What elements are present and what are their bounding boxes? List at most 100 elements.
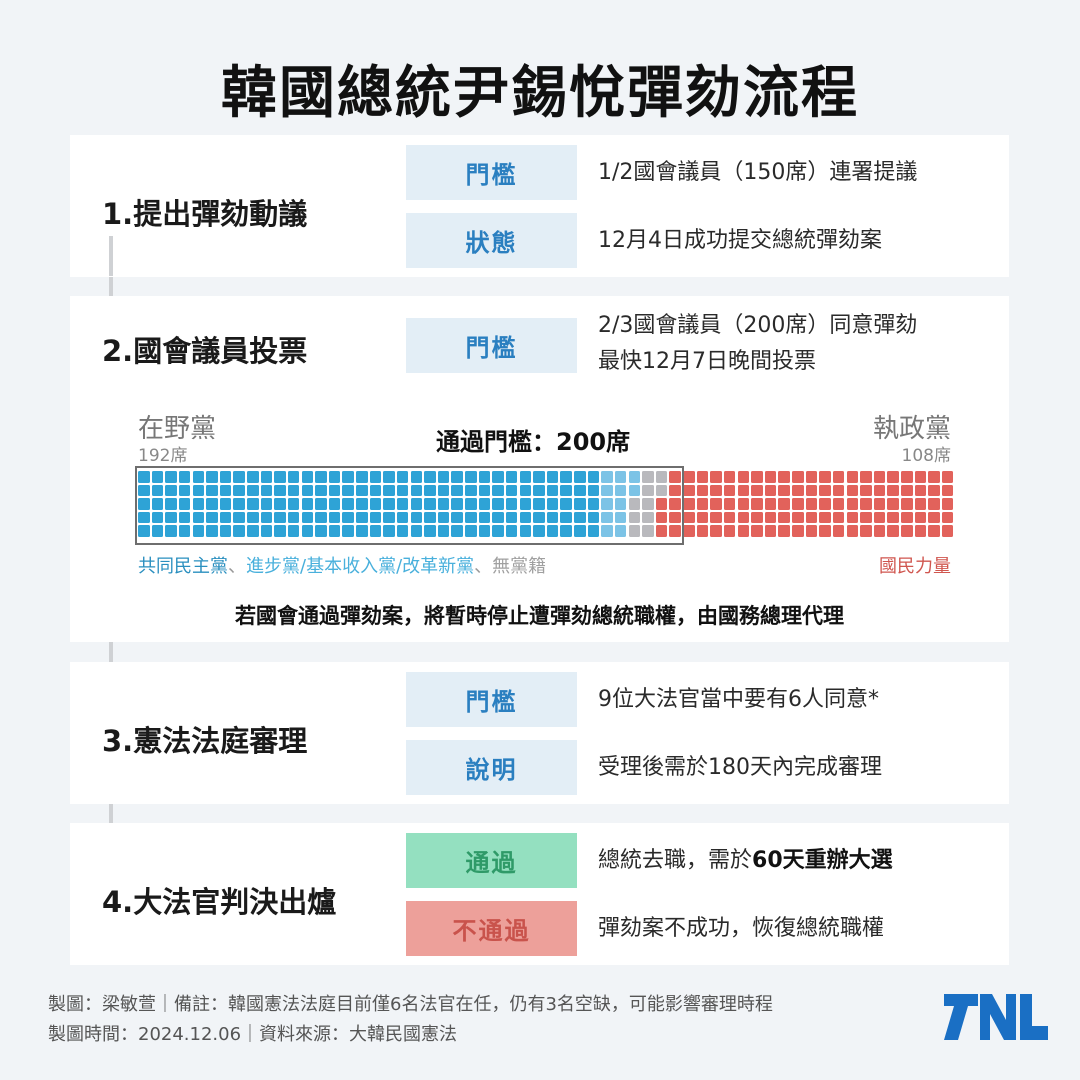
- seat-cell: [138, 511, 150, 524]
- seat-cell: [778, 511, 790, 524]
- seat-cell: [151, 511, 164, 524]
- seat-cell: [233, 498, 245, 510]
- seat-cell: [873, 525, 886, 537]
- seat-cell: [723, 511, 736, 524]
- seat-cell: [151, 498, 164, 510]
- seat-cell: [764, 511, 777, 524]
- seat-cell: [424, 511, 436, 524]
- step-desc-line2: 最快12月7日晚間投票: [598, 349, 816, 374]
- seat-cell: [628, 525, 640, 537]
- seat-cell: [328, 498, 341, 510]
- seat-cell: [928, 511, 940, 524]
- impeachment-note: 若國會通過彈劾案，將暫時停止遭彈劾總統職權，由國務總理代理: [235, 604, 844, 628]
- seat-cell: [533, 484, 545, 497]
- seat-cell: [628, 484, 640, 497]
- seat-cell: [260, 471, 273, 483]
- seat-cell: [941, 471, 954, 483]
- seat-cell: [655, 471, 668, 483]
- seat-cell: [342, 484, 354, 497]
- pass-desc: 總統去職，需於: [598, 848, 753, 873]
- seat-cell: [396, 484, 409, 497]
- seat-cell: [206, 498, 218, 510]
- step-4-panel: 4.大法官判決出爐 通過 總統去職，需於60天重辦大選 不通過 彈劾案不成功，恢…: [70, 823, 1009, 965]
- seat-cell: [710, 511, 722, 524]
- seat-cell: [465, 498, 477, 510]
- seat-cell: [819, 498, 831, 510]
- threshold-tag: 門檻: [406, 145, 577, 200]
- seat-cell: [533, 471, 545, 483]
- seat-cell: [178, 525, 191, 537]
- seat-cell: [247, 511, 259, 524]
- seat-cell: [274, 511, 286, 524]
- seat-cell: [287, 498, 300, 510]
- seat-cell: [669, 484, 681, 497]
- seat-cell: [519, 525, 531, 537]
- seat-cell: [519, 511, 531, 524]
- seat-cell: [465, 525, 477, 537]
- seat-cell: [846, 471, 858, 483]
- seat-cell: [560, 484, 572, 497]
- seat-cell: [805, 471, 818, 483]
- seat-cell: [832, 525, 845, 537]
- seat-cell: [873, 471, 886, 483]
- seat-cell: [873, 498, 886, 510]
- seat-cell: [587, 511, 600, 524]
- seat-cell: [151, 471, 164, 483]
- seat-cell: [356, 498, 368, 510]
- seat-cell: [792, 484, 804, 497]
- seat-cell: [901, 471, 913, 483]
- seat-cell: [178, 511, 191, 524]
- seat-cell: [764, 484, 777, 497]
- seat-cell: [901, 525, 913, 537]
- seat-cell: [533, 525, 545, 537]
- seat-cell: [587, 525, 600, 537]
- seat-cell: [260, 511, 273, 524]
- seat-cell: [151, 484, 164, 497]
- seat-cell: [369, 525, 382, 537]
- seat-cell: [478, 471, 491, 483]
- seat-cell: [451, 498, 463, 510]
- seat-cell: [505, 484, 518, 497]
- seat-cell: [737, 484, 749, 497]
- legend-sep: 、: [474, 556, 493, 577]
- seat-cell: [764, 471, 777, 483]
- page-title: 韓國總統尹錫悅彈劾流程: [221, 61, 859, 126]
- seat-cell: [451, 484, 463, 497]
- seat-cell: [424, 498, 436, 510]
- seat-cell: [437, 511, 450, 524]
- seat-cell: [451, 511, 463, 524]
- seat-cell: [396, 511, 409, 524]
- seat-cell: [941, 498, 954, 510]
- seat-cell: [192, 484, 204, 497]
- seat-cell: [219, 511, 232, 524]
- seat-cell: [178, 484, 191, 497]
- seat-cell: [274, 484, 286, 497]
- seat-cell: [247, 525, 259, 537]
- seat-cell: [505, 525, 518, 537]
- legend-ppp: 國民力量: [879, 556, 951, 577]
- seat-cell: [342, 511, 354, 524]
- seat-cell: [465, 484, 477, 497]
- seat-cell: [274, 498, 286, 510]
- seat-cell: [941, 484, 954, 497]
- seat-cell: [778, 525, 790, 537]
- opposition-seats: 192席: [138, 446, 188, 466]
- seat-cell: [901, 484, 913, 497]
- seat-cell: [465, 511, 477, 524]
- seat-cell: [165, 525, 177, 537]
- seat-cell: [805, 525, 818, 537]
- seat-cell: [751, 498, 763, 510]
- seat-cell: [574, 471, 586, 483]
- seat-cell: [832, 471, 845, 483]
- seat-cell: [601, 525, 613, 537]
- seat-cell: [451, 525, 463, 537]
- seat-cell: [642, 498, 654, 510]
- seat-cell: [696, 498, 709, 510]
- seat-cell: [233, 511, 245, 524]
- seat-cell: [492, 498, 504, 510]
- seat-cell: [260, 525, 273, 537]
- seat-cell: [669, 525, 681, 537]
- seat-cell: [574, 511, 586, 524]
- seat-cell: [342, 525, 354, 537]
- seat-cell: [396, 471, 409, 483]
